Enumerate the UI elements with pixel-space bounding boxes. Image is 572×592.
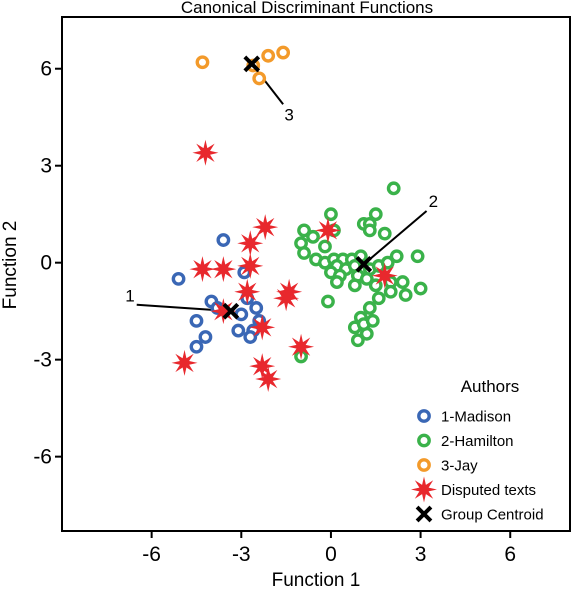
madison-point	[198, 330, 213, 344]
y-tick-label: -3	[33, 349, 52, 372]
legend-label-jay: 3-Jay	[441, 458, 478, 475]
hamilton-point	[386, 181, 401, 196]
legend-label-disputed: Disputed texts	[441, 482, 536, 499]
hamilton-point	[350, 333, 365, 348]
madison-point	[189, 339, 204, 354]
hamilton-point	[377, 226, 392, 241]
x-tick-label: 3	[415, 543, 427, 566]
legend-marker-jay	[417, 458, 431, 472]
chart-title: Canonical Discriminant Functions	[181, 0, 433, 17]
disputed-text-point	[371, 262, 398, 289]
legend: Authors 1-Madison 2-Hamilton 3-Jay Disputed …	[411, 377, 544, 524]
hamilton-point	[383, 284, 398, 299]
x-tick-label: -6	[142, 543, 161, 566]
disputed-text-point	[249, 314, 276, 341]
madison-point	[189, 313, 204, 328]
disputed-text-point	[234, 278, 261, 305]
hamilton-point	[318, 239, 332, 254]
disputed-text-point	[237, 230, 264, 257]
jay-point	[195, 55, 210, 70]
plot-frame	[61, 16, 571, 532]
legend-marker-hamilton	[417, 433, 431, 448]
hamilton-point	[324, 207, 338, 222]
y-tick-label: -6	[33, 446, 52, 469]
x-tick-label: 6	[504, 543, 516, 566]
y-axis-label: Function 2	[0, 221, 21, 310]
y-tick-label: 3	[40, 155, 52, 178]
centroid-label: 1	[125, 287, 134, 306]
jay-point	[252, 71, 267, 86]
x-tick-label: 0	[325, 543, 337, 566]
hamilton-point	[347, 278, 362, 293]
hamilton-point	[398, 288, 413, 302]
centroid-pointer-line	[363, 210, 428, 266]
legend-label-centroid: Group Centroid	[441, 507, 544, 524]
disputed-text-point	[210, 298, 237, 325]
hamilton-point	[413, 281, 428, 296]
madison-point	[231, 323, 246, 338]
centroid-label: 2	[429, 192, 438, 211]
x-tick-label: -3	[232, 543, 251, 566]
legend-label-madison: 1-Madison	[441, 409, 511, 426]
hamilton-point	[362, 223, 377, 238]
hamilton-point	[410, 249, 425, 264]
hamilton-point	[362, 301, 377, 315]
hamilton-point	[297, 223, 311, 238]
madison-point	[249, 301, 264, 315]
hamilton-point	[321, 294, 335, 309]
x-axis-label: Function 1	[272, 570, 361, 591]
y-tick-label: 6	[40, 58, 52, 81]
hamilton-point	[389, 249, 404, 264]
disputed-text-point	[314, 217, 341, 244]
disputed-text-point	[189, 256, 216, 283]
y-axis-ticks: -6 -3 0 3 6	[33, 58, 62, 469]
madison-point	[243, 330, 258, 344]
y-tick-label: 0	[40, 252, 52, 275]
hamilton-point	[306, 229, 320, 244]
group-centroid-marker	[243, 55, 261, 73]
disputed-text-point	[210, 256, 237, 283]
hamilton-point	[297, 246, 311, 260]
hamilton-point	[368, 207, 383, 222]
disputed-text-point	[192, 139, 219, 166]
data-points	[171, 45, 428, 393]
hamilton-point	[365, 313, 380, 328]
hamilton-point	[330, 275, 344, 289]
disputed-text-point	[276, 278, 303, 305]
disputed-text-point	[237, 252, 264, 279]
legend-label-hamilton: 2-Hamilton	[441, 433, 514, 450]
madison-point	[216, 233, 231, 247]
legend-marker-madison	[417, 409, 431, 423]
disputed-text-point	[255, 366, 282, 393]
legend-title: Authors	[461, 377, 520, 396]
disputed-text-point	[252, 214, 279, 241]
group-centroid-marker	[222, 302, 240, 320]
x-axis-ticks: -6 -3 0 3 6	[142, 531, 516, 566]
group-centroid-marker	[355, 255, 373, 273]
jay-point	[276, 45, 291, 60]
legend-marker-disputed	[411, 476, 437, 503]
disputed-text-point	[171, 349, 198, 376]
madison-point	[171, 271, 186, 286]
hamilton-point	[395, 275, 410, 289]
jay-point	[261, 48, 276, 63]
disputed-text-point	[288, 333, 315, 360]
hamilton-point	[359, 271, 374, 286]
legend-marker-centroid	[415, 505, 433, 523]
centroid-label: 3	[284, 105, 293, 124]
hamilton-point	[371, 291, 386, 306]
